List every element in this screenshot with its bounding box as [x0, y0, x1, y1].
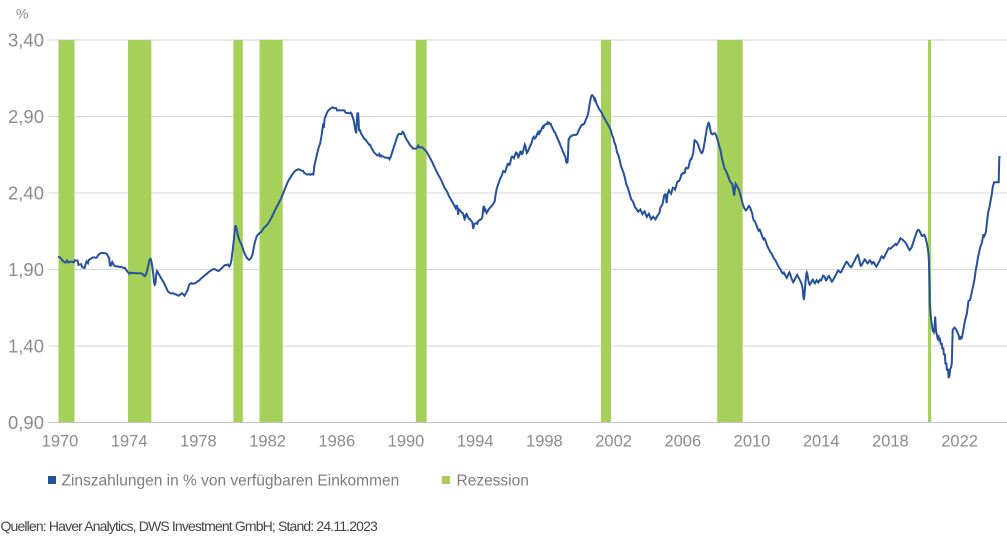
svg-text:3,40: 3,40: [8, 30, 44, 51]
svg-text:2022: 2022: [941, 433, 978, 451]
svg-text:1994: 1994: [457, 433, 494, 451]
svg-text:1,90: 1,90: [8, 259, 44, 280]
svg-text:1,40: 1,40: [8, 336, 44, 357]
svg-text:Zinszahlungen in % von verfügb: Zinszahlungen in % von verfügbaren Einko…: [62, 473, 400, 490]
svg-text:1970: 1970: [42, 433, 79, 451]
svg-text:2,40: 2,40: [8, 183, 44, 204]
svg-text:1978: 1978: [180, 433, 217, 451]
svg-text:1986: 1986: [318, 433, 355, 451]
svg-text:1982: 1982: [249, 433, 286, 451]
svg-text:2006: 2006: [664, 433, 701, 451]
svg-text:1998: 1998: [526, 433, 563, 451]
svg-text:2010: 2010: [734, 433, 771, 451]
svg-text:2002: 2002: [595, 433, 632, 451]
svg-text:2014: 2014: [803, 433, 840, 451]
svg-text:1974: 1974: [111, 433, 148, 451]
svg-text:0,90: 0,90: [8, 412, 44, 433]
svg-text:2,90: 2,90: [8, 106, 44, 127]
svg-text:%: %: [16, 6, 28, 22]
svg-text:Quellen: Haver Analytics, DWS: Quellen: Haver Analytics, DWS Investment…: [1, 518, 378, 534]
svg-text:Rezession: Rezession: [457, 473, 529, 490]
svg-text:2018: 2018: [872, 433, 909, 451]
svg-text:1990: 1990: [388, 433, 425, 451]
